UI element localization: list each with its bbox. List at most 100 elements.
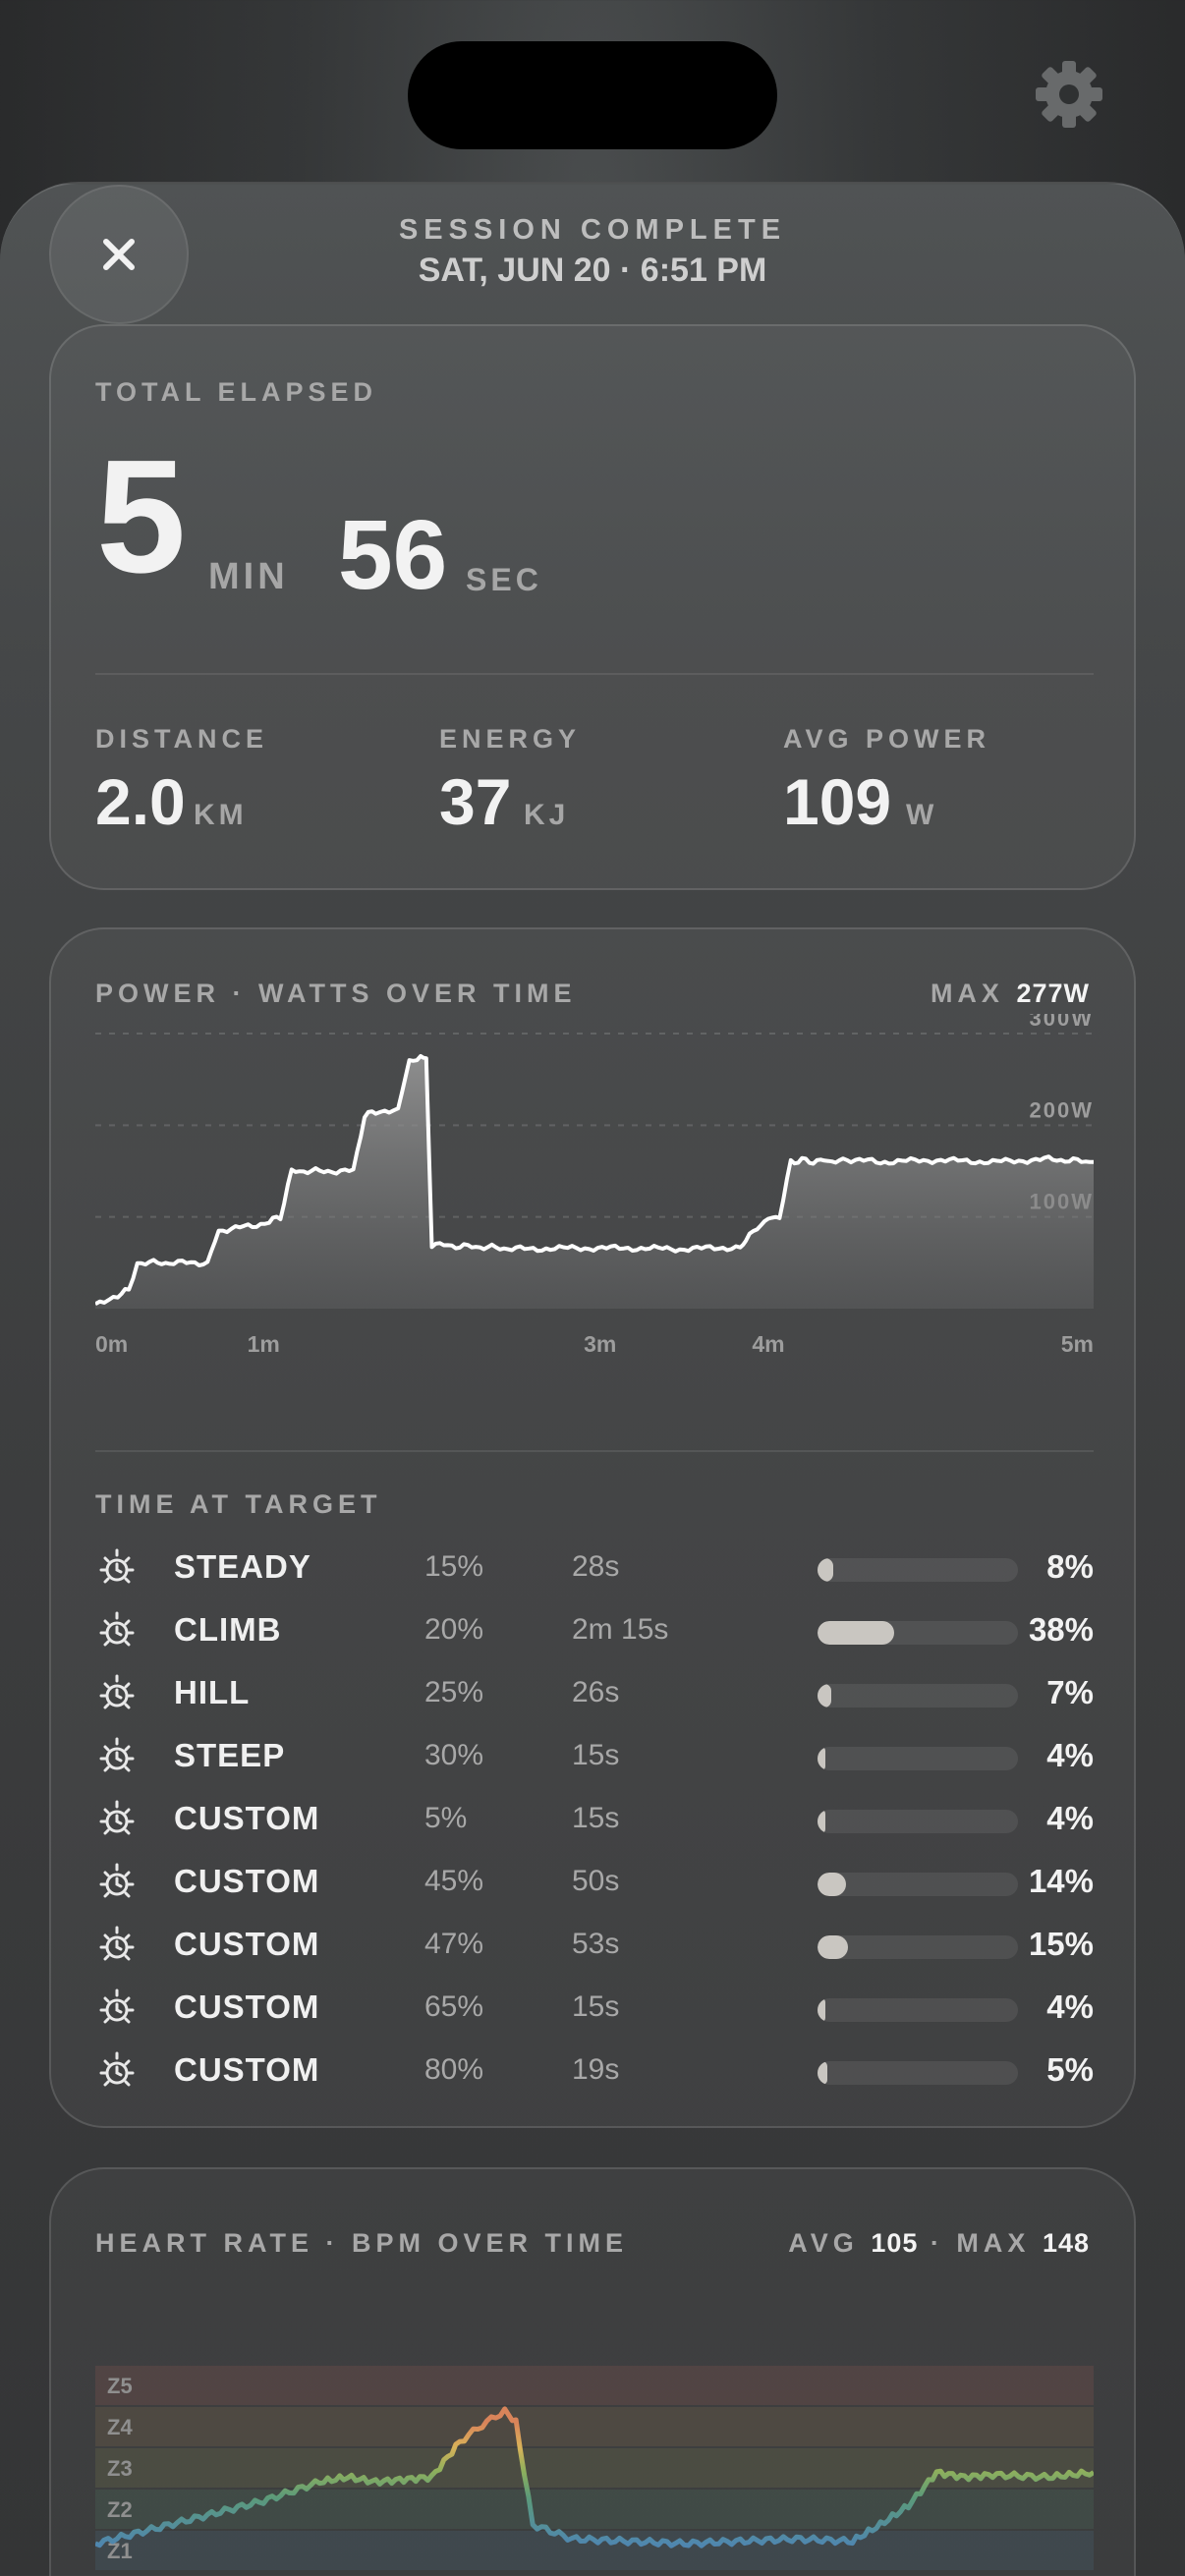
time-at-target-title: TIME AT TARGET <box>95 1489 382 1519</box>
summary-divider <box>95 673 1094 675</box>
heart-readout-separator: · <box>930 2228 944 2258</box>
target-time: 50s <box>572 1865 620 1897</box>
target-time: 2m 15s <box>572 1613 669 1646</box>
target-share: 4% <box>1046 1737 1094 1773</box>
target-percent: 15% <box>424 1550 484 1583</box>
heart-rate-series-line <box>95 2406 1094 2548</box>
elapsed-seconds: 56 <box>338 500 448 610</box>
target-name: CUSTOM <box>174 1863 320 1899</box>
stat-avg-power: AVG POWER 109 W <box>783 724 1117 842</box>
power-y-tick-label: 300W <box>1030 1014 1094 1031</box>
session-sheet <box>0 182 1185 2576</box>
target-share-fill <box>818 1684 832 1708</box>
power-x-tick-label: 3m <box>584 1331 616 1357</box>
power-max-label: MAX <box>930 979 1004 1008</box>
target-percent: 5% <box>424 1802 468 1834</box>
power-divider <box>95 1450 1094 1452</box>
target-share-bar <box>818 1747 1018 1770</box>
heart-readout: AVG 105 · MAX 148 <box>788 2228 1090 2259</box>
target-row: CUSTOM 5% 15s 4% <box>95 1790 1094 1853</box>
sun-target-icon <box>99 1988 135 2024</box>
target-name: CUSTOM <box>174 2051 320 2088</box>
sun-target-icon <box>99 1926 135 1961</box>
stat-label: AVG POWER <box>783 724 991 754</box>
heart-zone-band <box>95 2490 1094 2529</box>
power-series-line <box>95 1053 1094 1307</box>
stat-value: 37 <box>439 765 512 838</box>
target-share-bar <box>818 1621 1018 1645</box>
target-row: CLIMB 20% 2m 15s 38% <box>95 1601 1094 1664</box>
target-time: 19s <box>572 2053 620 2086</box>
target-row: HILL 25% 26s 7% <box>95 1664 1094 1727</box>
elapsed-minutes: 5 <box>96 426 187 606</box>
sun-target-icon <box>99 1548 135 1584</box>
heart-zone-label: Z3 <box>107 2456 133 2481</box>
heart-zone-label: Z4 <box>107 2415 133 2439</box>
power-x-tick-label: 5m <box>1061 1331 1094 1357</box>
target-name: STEADY <box>174 1548 311 1585</box>
heart-zone-label: Z5 <box>107 2374 133 2398</box>
close-icon <box>103 239 135 270</box>
power-x-tick-label: 1m <box>248 1331 280 1357</box>
target-share: 5% <box>1046 2051 1094 2088</box>
power-chart-title: POWER · WATTS OVER TIME <box>95 979 577 1008</box>
heart-max-label: MAX <box>956 2228 1031 2258</box>
target-name: HILL <box>174 1674 251 1710</box>
sun-target-icon <box>99 1863 135 1898</box>
stat-label: ENERGY <box>439 724 582 754</box>
session-status-label: SESSION COMPLETE <box>398 214 787 246</box>
gear-icon[interactable] <box>1032 57 1106 132</box>
power-max-value: 277W <box>1016 979 1090 1008</box>
target-row: STEEP 30% 15s 4% <box>95 1727 1094 1790</box>
stat-value: 2.0 <box>95 765 186 838</box>
target-share-fill <box>818 1558 834 1582</box>
target-share-bar <box>818 1935 1018 1959</box>
target-row: STEADY 15% 28s 8% <box>95 1539 1094 1601</box>
elapsed-seconds-unit: SEC <box>466 562 542 597</box>
target-share: 7% <box>1046 1674 1094 1710</box>
heart-zone-band <box>95 2448 1094 2488</box>
target-time: 28s <box>572 1550 620 1583</box>
target-share: 15% <box>1028 1926 1094 1962</box>
target-percent: 25% <box>424 1676 484 1708</box>
target-share-bar <box>818 1684 1018 1708</box>
target-name: CUSTOM <box>174 1800 320 1836</box>
heart-avg-label: AVG <box>788 2228 859 2258</box>
target-share-bar <box>818 1558 1018 1582</box>
target-share-fill <box>818 1935 848 1959</box>
sun-target-icon <box>99 1737 135 1772</box>
close-button[interactable] <box>49 185 189 324</box>
target-name: STEEP <box>174 1737 286 1773</box>
sun-target-icon <box>99 1611 135 1647</box>
target-share-fill <box>818 1621 894 1645</box>
target-time: 26s <box>572 1676 620 1708</box>
target-share-fill <box>818 1998 826 2022</box>
target-name: CUSTOM <box>174 1988 320 2025</box>
summary-card: TOTAL ELAPSED 5 MIN 56 SEC DISTANCE 2.0 … <box>49 324 1136 890</box>
target-name: CLIMB <box>174 1611 282 1648</box>
stat-label: DISTANCE <box>95 724 269 754</box>
power-card: POWER · WATTS OVER TIME MAX 277W 100W200… <box>49 927 1136 2128</box>
target-time: 15s <box>572 1739 620 1771</box>
target-share: 14% <box>1028 1863 1094 1899</box>
target-percent: 20% <box>424 1613 484 1646</box>
dynamic-island <box>408 41 777 149</box>
stat-unit: KM <box>194 799 248 831</box>
heart-chart-title: HEART RATE · BPM OVER TIME <box>95 2228 629 2258</box>
sun-target-icon <box>99 2051 135 2087</box>
target-share-fill <box>818 1873 846 1896</box>
power-x-tick-label: 0m <box>95 1331 128 1357</box>
target-row: CUSTOM 47% 53s 15% <box>95 1916 1094 1979</box>
heart-zone-band <box>95 2366 1094 2405</box>
target-time: 15s <box>572 1802 620 1834</box>
target-time: 15s <box>572 1990 620 2023</box>
stat-unit: W <box>906 799 938 831</box>
target-row: CUSTOM 45% 50s 14% <box>95 1853 1094 1916</box>
target-percent: 47% <box>424 1928 484 1960</box>
heart-rate-card: HEART RATE · BPM OVER TIME AVG 105 · MAX… <box>49 2167 1136 2576</box>
total-elapsed-label: TOTAL ELAPSED <box>95 377 378 407</box>
target-share-fill <box>818 1747 826 1770</box>
target-time: 53s <box>572 1928 620 1960</box>
